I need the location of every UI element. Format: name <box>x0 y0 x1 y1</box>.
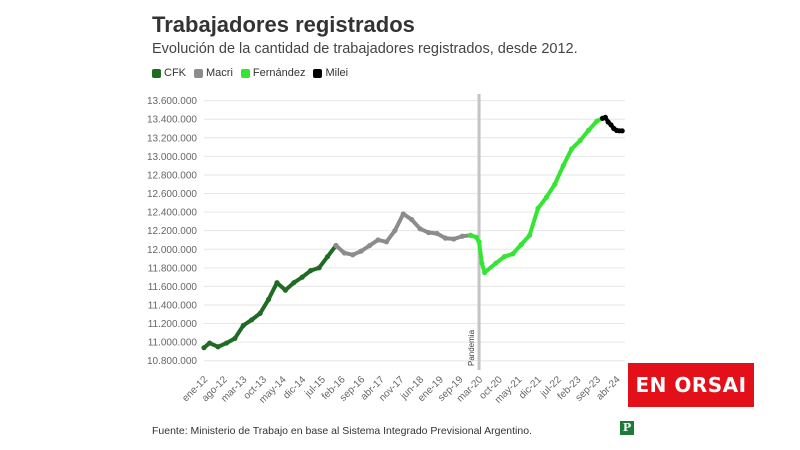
legend-label: CFK <box>164 67 186 79</box>
data-point <box>468 232 474 238</box>
data-point <box>479 260 485 266</box>
data-point <box>240 322 246 329</box>
y-tick-label: 11.400.000 <box>148 300 198 311</box>
data-point <box>257 310 263 316</box>
data-point <box>510 251 516 257</box>
x-axis: ene-12ago-12mar-13oct-13may-14dic-14jul-… <box>180 374 623 406</box>
data-point <box>341 250 347 256</box>
data-point <box>569 146 575 152</box>
y-tick-label: 13.600.000 <box>147 96 197 107</box>
data-point <box>585 127 592 133</box>
data-point <box>552 181 558 187</box>
y-tick-label: 12.600.000 <box>147 189 197 200</box>
data-point <box>594 118 600 124</box>
data-point <box>451 236 457 242</box>
data-point <box>476 239 482 245</box>
y-tick-label: 11.200.000 <box>148 319 198 330</box>
legend-item: Macri <box>194 67 233 79</box>
publisher-p-icon: P <box>620 421 634 435</box>
data-point <box>350 252 356 258</box>
y-axis: 10.800.000 11.000.000 11.200.000 11.400.000… <box>147 96 197 367</box>
legend-item: Milei <box>313 67 348 79</box>
data-point <box>223 340 230 346</box>
data-point <box>400 211 406 217</box>
legend-item: Fernández <box>240 67 306 79</box>
y-tick-label: 13.200.000 <box>147 133 197 144</box>
data-point <box>425 229 432 236</box>
data-point <box>535 205 541 211</box>
y-tick-label: 12.000.000 <box>147 245 197 256</box>
data-point <box>608 122 614 128</box>
data-point <box>333 242 339 249</box>
source-note: Fuente: Ministerio de Trabajo en base al… <box>152 425 532 437</box>
data-point <box>299 274 305 280</box>
x-tick-label: dic-21 <box>517 374 544 401</box>
annotations: Pandemia <box>467 94 481 370</box>
data-point <box>392 228 398 234</box>
data-point <box>324 254 331 260</box>
y-tick-label: 10.800.000 <box>147 356 197 367</box>
chart-subtitle: Evolución de la cantidad de trabajadores… <box>152 41 578 57</box>
legend-swatch <box>194 68 203 78</box>
y-tick-label: 13.400.000 <box>147 115 197 126</box>
en-orsai-logo: EN ORSAI <box>628 363 754 407</box>
legend-label: Macri <box>206 67 233 79</box>
data-point <box>249 317 255 323</box>
data-point <box>291 280 297 286</box>
y-tick-label: 11.000.000 <box>148 338 198 349</box>
data-point <box>560 163 566 169</box>
legend-label: Milei <box>325 67 349 79</box>
y-tick-label: 11.800.000 <box>148 263 198 274</box>
x-tick-label: dic-14 <box>281 374 308 401</box>
data-point <box>526 232 533 238</box>
data-point <box>409 216 415 223</box>
data-point <box>207 340 213 346</box>
data-point <box>619 128 625 134</box>
data-point <box>282 287 288 293</box>
gridlines <box>204 100 625 362</box>
logo-text: EN ORSAI <box>635 373 747 397</box>
data-point <box>274 280 280 286</box>
legend-label: Fernández <box>252 67 306 79</box>
data-point <box>308 268 314 274</box>
data-point <box>265 296 272 303</box>
data-point <box>577 137 583 144</box>
series-group <box>201 114 625 351</box>
y-tick-label: 12.800.000 <box>147 170 197 181</box>
y-tick-label: 13.000.000 <box>147 152 197 163</box>
data-point <box>473 234 479 240</box>
pandemia-label: Pandemia <box>467 329 476 366</box>
chart-title: Trabajadores registrados <box>152 12 415 37</box>
y-tick-label: 12.400.000 <box>147 208 197 219</box>
data-point <box>383 239 390 245</box>
data-point <box>358 248 364 254</box>
data-point <box>501 254 507 260</box>
data-point <box>602 114 608 120</box>
data-point <box>201 345 207 351</box>
data-point <box>518 242 524 248</box>
data-point <box>442 235 448 241</box>
series-line <box>333 211 473 257</box>
y-tick-label: 12.200.000 <box>147 226 197 237</box>
legend-item: CFK <box>152 67 186 79</box>
data-point <box>366 242 373 249</box>
data-point <box>417 226 423 232</box>
y-tick-label: 11.600.000 <box>148 282 198 293</box>
data-point <box>493 260 499 266</box>
legend-swatch <box>152 68 161 78</box>
legend-swatch <box>313 68 323 78</box>
data-point <box>459 233 465 239</box>
series-line <box>202 243 338 350</box>
data-point <box>434 230 440 237</box>
data-point <box>316 265 322 271</box>
data-point <box>375 237 381 243</box>
data-point <box>232 335 238 342</box>
legend-swatch <box>240 68 250 78</box>
data-point <box>215 344 221 350</box>
data-point <box>543 194 550 200</box>
data-point <box>482 269 488 276</box>
chart-legend: CFK Macri Fernández Milei <box>152 67 348 79</box>
